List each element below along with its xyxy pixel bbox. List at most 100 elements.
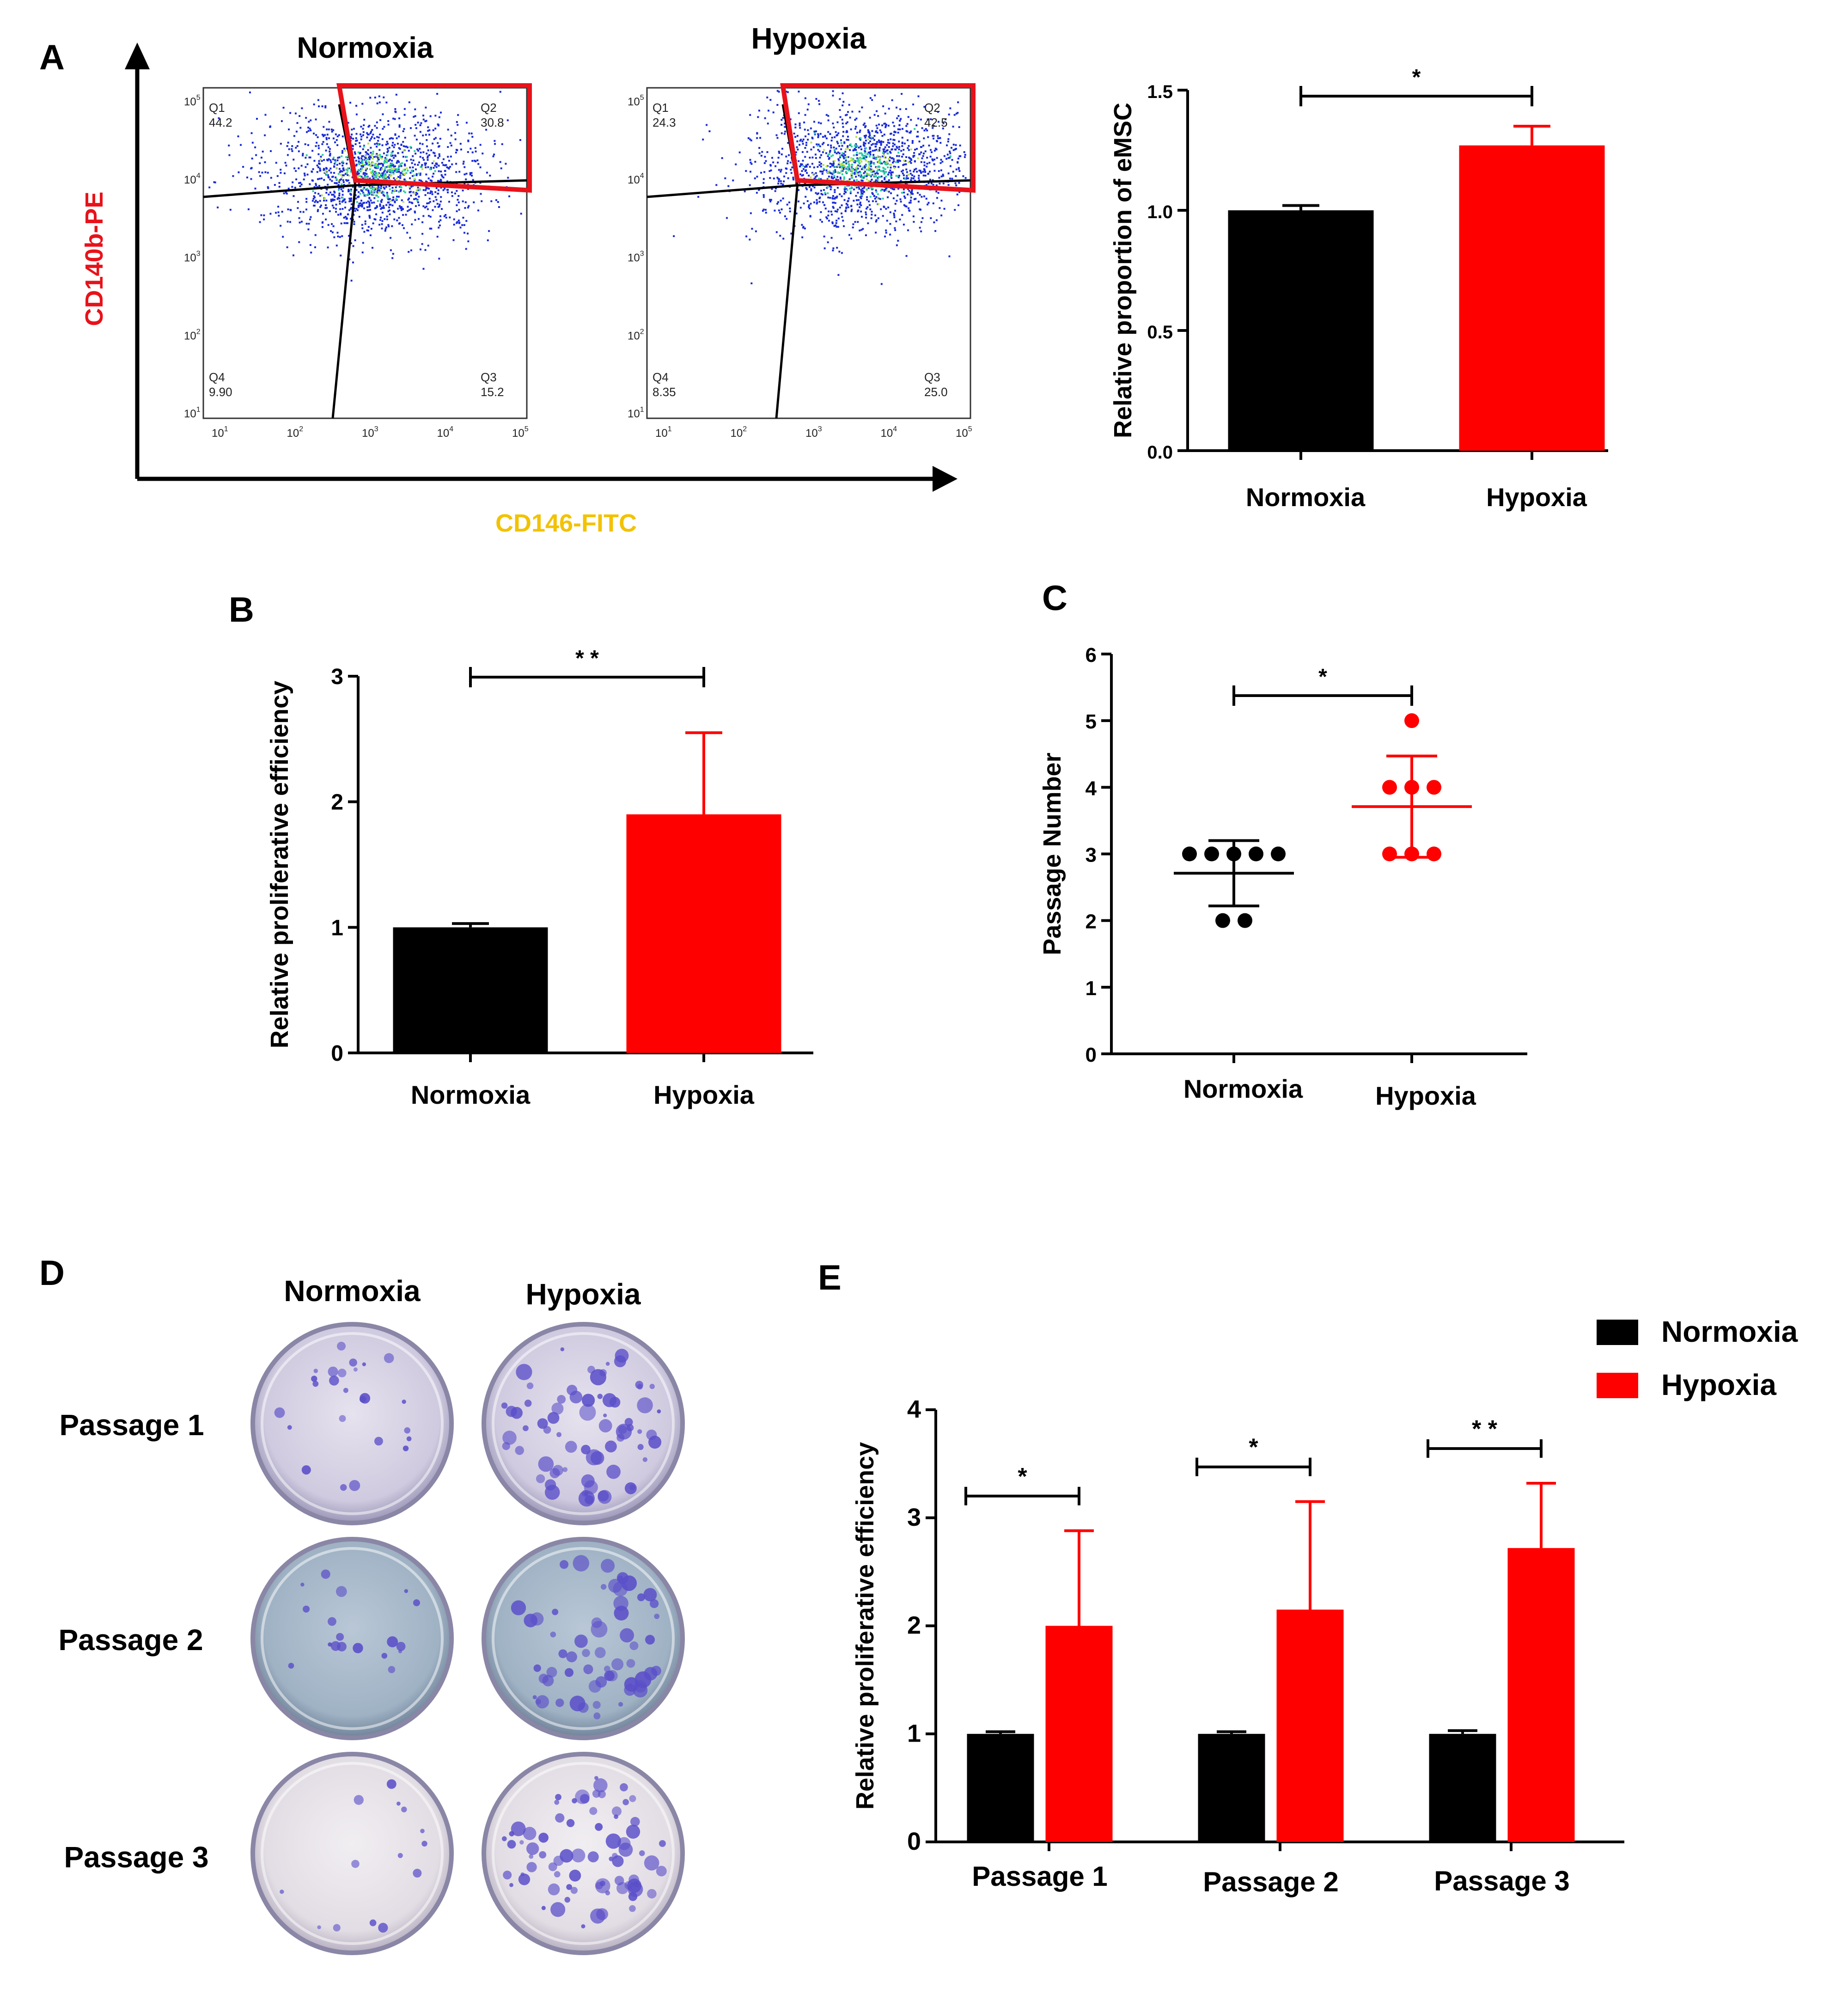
- flow-event-dot: [419, 142, 421, 145]
- flow-event-dot: [884, 126, 887, 128]
- flow-event-dot: [425, 166, 427, 169]
- flow-event-dense-dot: [395, 198, 397, 200]
- flow-event-dense-dot: [848, 164, 850, 166]
- colony: [644, 1667, 658, 1681]
- flow-event-dot: [447, 128, 449, 131]
- flow-event-dot: [438, 257, 440, 260]
- flow-event-dot: [424, 164, 427, 166]
- flow-event-dot: [398, 147, 400, 149]
- flow-event-dense-dot: [870, 187, 872, 189]
- flow-event-dot: [913, 175, 915, 177]
- flow-event-dot: [490, 200, 493, 202]
- flow-event-dot: [749, 114, 751, 116]
- flow-event-dense-dot: [876, 170, 878, 172]
- flow-plots: Normoxia101101102102103103104104105105Q1…: [184, 22, 976, 440]
- flow-event-dot: [402, 173, 404, 176]
- flow-x-tick-exponent: 1: [224, 425, 228, 433]
- flow-event-dot: [317, 147, 320, 149]
- flow-event-dot: [784, 126, 786, 128]
- flow-event-dot: [890, 138, 892, 141]
- flow-event-dot: [432, 129, 434, 131]
- colony: [629, 1641, 639, 1651]
- flow-event-dense-dot: [886, 190, 889, 192]
- flow-event-dot: [418, 196, 420, 198]
- flow-y-tick-exponent: 5: [196, 94, 201, 102]
- flow-event-dense-dot: [888, 158, 890, 160]
- flow-event-dot: [884, 122, 886, 125]
- flow-event-dot: [364, 220, 366, 222]
- flow-event-dot: [331, 130, 333, 133]
- flow-event-dense-dot: [855, 171, 857, 173]
- y-tick-label: 0: [907, 1828, 921, 1855]
- flow-event-dot: [282, 236, 284, 238]
- flow-event-dot: [935, 184, 938, 187]
- flow-event-dot: [449, 142, 451, 144]
- colony: [637, 1397, 653, 1413]
- flow-event-dot: [905, 177, 908, 180]
- flow-event-dot: [366, 229, 368, 232]
- flow-event-dot: [860, 148, 863, 151]
- flow-event-dot: [863, 122, 866, 125]
- flow-y-tick-label: 105: [628, 94, 644, 108]
- flow-event-dot: [892, 139, 895, 141]
- flow-event-dot: [861, 188, 864, 190]
- flow-event-dot: [798, 160, 800, 162]
- flow-event-dense-dot: [385, 178, 388, 180]
- flow-event-dot: [920, 146, 922, 148]
- flow-event-dot: [909, 191, 912, 194]
- flow-event-dot: [396, 142, 399, 145]
- flow-event-dot: [939, 137, 941, 139]
- flow-event-dot: [308, 223, 310, 225]
- flow-event-dot: [842, 104, 844, 107]
- flow-event-dot: [370, 130, 372, 133]
- flow-event-dot: [870, 217, 872, 220]
- flow-event-dot: [270, 177, 272, 179]
- flow-event-dot: [864, 136, 866, 139]
- flow-event-dense-dot: [348, 183, 351, 185]
- flow-event-dense-dot: [385, 160, 388, 162]
- flow-event-dot: [300, 220, 303, 223]
- flow-event-dense-dot: [878, 203, 880, 205]
- quadrant-value: 25.0: [924, 385, 948, 399]
- flow-event-dot: [363, 187, 366, 189]
- flow-event-dot: [409, 166, 411, 169]
- flow-event-dense-dot: [347, 171, 349, 173]
- flow-event-cloud: [208, 91, 522, 282]
- flow-event-dot: [811, 163, 813, 165]
- flow-event-dot: [889, 223, 891, 225]
- flow-event-dense-dot: [344, 149, 346, 152]
- flow-event-dense-dot: [321, 194, 323, 196]
- flow-event-dot: [851, 166, 853, 168]
- flow-event-dense-dot: [828, 171, 830, 173]
- flow-event-dot: [850, 205, 852, 208]
- flow-event-dense-dot: [370, 154, 372, 156]
- flow-event-dot: [947, 184, 950, 186]
- flow-event-dot: [849, 116, 851, 119]
- flow-event-dot: [355, 137, 357, 139]
- flow-event-dot: [865, 125, 867, 127]
- flow-event-dot: [368, 214, 371, 217]
- flow-event-dot: [434, 154, 436, 157]
- flow-event-dot: [804, 183, 806, 185]
- flow-event-dot: [343, 199, 346, 201]
- flow-event-dot: [888, 142, 890, 144]
- y-tick-label: 5: [1086, 710, 1097, 733]
- flow-event-dot: [479, 144, 482, 146]
- flow-event-dot: [855, 186, 858, 189]
- flow-event-dense-dot: [389, 175, 391, 177]
- flow-event-dot: [769, 200, 772, 202]
- flow-event-dot: [789, 210, 791, 213]
- flow-event-dot: [899, 198, 902, 201]
- flow-event-dot: [856, 203, 859, 206]
- flow-event-dot: [829, 150, 831, 152]
- flow-event-dot: [479, 166, 482, 169]
- flow-event-dot: [801, 140, 804, 142]
- flow-event-dot: [374, 171, 376, 173]
- flow-event-dot: [781, 123, 783, 126]
- flow-event-dot: [818, 161, 821, 163]
- flow-event-dot: [448, 201, 451, 203]
- flow-event-dot: [278, 185, 281, 188]
- flow-event-dot: [940, 169, 942, 171]
- significance-label: *: [1018, 1463, 1027, 1490]
- flow-event-dot: [835, 147, 837, 150]
